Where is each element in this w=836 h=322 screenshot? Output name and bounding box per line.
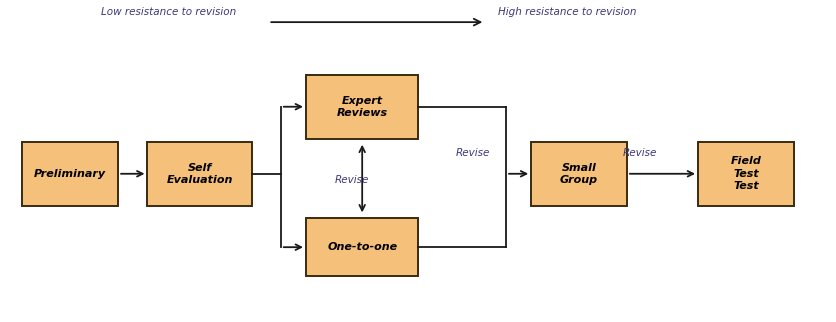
FancyBboxPatch shape [23,142,118,206]
FancyBboxPatch shape [305,218,418,276]
Text: Small
Group: Small Group [559,163,598,185]
Text: One-to-one: One-to-one [327,242,397,252]
Text: Expert
Reviews: Expert Reviews [336,96,387,118]
Text: Revise: Revise [622,148,656,158]
FancyBboxPatch shape [305,75,418,139]
FancyBboxPatch shape [697,142,793,206]
Text: Revise: Revise [455,148,489,158]
FancyBboxPatch shape [147,142,252,206]
FancyBboxPatch shape [531,142,626,206]
Text: Self
Evaluation: Self Evaluation [166,163,232,185]
Text: High resistance to revision: High resistance to revision [497,7,635,17]
Text: Field
Test
Test: Field Test Test [730,156,761,191]
Text: Low resistance to revision: Low resistance to revision [101,7,237,17]
Text: Preliminary: Preliminary [34,169,106,179]
Text: Revise: Revise [334,175,369,185]
